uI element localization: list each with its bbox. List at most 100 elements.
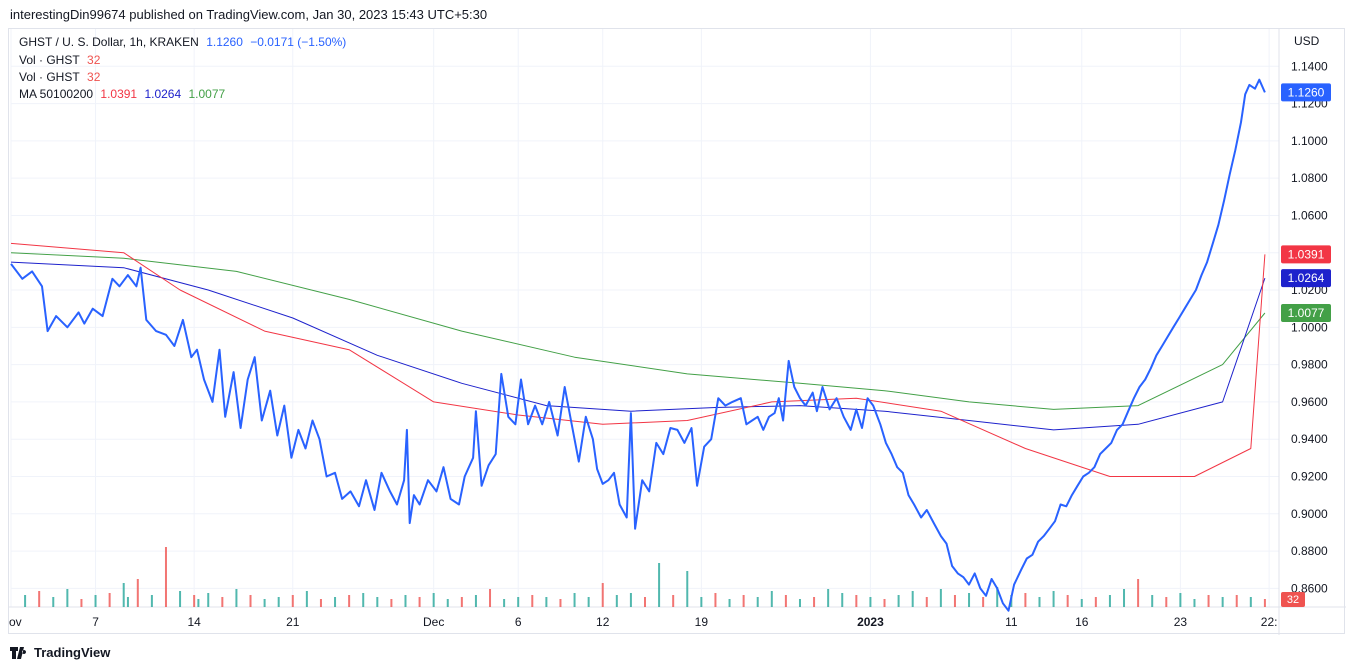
volume-badge-bg [1281, 592, 1305, 607]
legend-ma200-value: 1.0077 [188, 87, 226, 101]
volume-bar [784, 595, 787, 607]
volume-bar [982, 597, 985, 607]
ma100-badge: 1.0264 [1288, 271, 1325, 285]
volume-bar [1080, 599, 1083, 607]
volume-badge: 32 [1287, 594, 1299, 606]
volume-bar [1038, 597, 1041, 607]
chart-pane[interactable]: 0.8600 0.8800 0.9000 0.9200 0.9400 0.9600 0.98… [8, 28, 1346, 635]
volume-bar [193, 595, 196, 607]
volume-bar [446, 599, 449, 607]
volume-bar [334, 597, 337, 607]
volume-bar [376, 597, 379, 607]
volume-bar [221, 597, 224, 607]
volume-bar [897, 595, 900, 607]
volume-bar [714, 593, 717, 607]
x-tick-label: 2023 [857, 615, 884, 629]
x-tick-label: 23 [1174, 615, 1188, 629]
volume-bar [827, 589, 830, 607]
volume-bar [432, 593, 435, 607]
volume-bar [1094, 597, 1097, 607]
volume-bar [996, 587, 999, 607]
volume-bar [911, 591, 914, 607]
volume-bar [1179, 593, 1182, 607]
volume-bar [52, 597, 55, 607]
volume-bar [136, 579, 139, 607]
y-tick-label: 0.9000 [1291, 507, 1328, 521]
x-tick-label: 19 [695, 615, 709, 629]
ma200-line [10, 252, 1266, 410]
volume-bar [1249, 597, 1252, 607]
volume-bar [1165, 597, 1168, 607]
published-header: interestingDin99674 published on Trading… [10, 7, 488, 22]
x-tick-label: 6 [515, 615, 522, 629]
y-tick-label: 0.9600 [1291, 395, 1328, 409]
volume-bar [291, 595, 294, 607]
volume-bar [319, 599, 322, 607]
legend-symbol-row[interactable]: GHST / U. S. Dollar, 1h, KRAKEN 1.1260 −… [19, 35, 350, 49]
x-tick-label: 14 [187, 615, 201, 629]
volume-bar [249, 595, 252, 607]
volume-bar [1137, 579, 1140, 607]
volume-bar [968, 593, 971, 607]
volume-bar [742, 595, 745, 607]
volume-bar [841, 593, 844, 607]
volume-bar [559, 599, 562, 607]
volume-bar [1066, 595, 1069, 607]
volume-bar [1235, 595, 1238, 607]
volume-bar [644, 597, 646, 607]
volume-bar [1151, 595, 1154, 607]
y-tick-label: 0.8600 [1291, 581, 1328, 595]
volume-bar [517, 597, 520, 607]
volume-bar [474, 595, 477, 607]
volume-bar [207, 593, 210, 607]
legend-last-price: 1.1260 [206, 35, 243, 49]
ma100-line [10, 261, 1266, 431]
volume-bar [197, 599, 200, 607]
y-tick-label: 0.8800 [1291, 544, 1328, 558]
volume-bar [1221, 597, 1224, 607]
volume-bar [24, 595, 27, 607]
last-price-badge-bg [1281, 83, 1331, 102]
volume-bar [672, 595, 675, 607]
volume-bar [1263, 599, 1266, 607]
tradingview-brand: TradingView [34, 645, 111, 660]
volume-bar [531, 595, 534, 607]
y-tick-label: 1.0800 [1291, 171, 1328, 185]
legend-vol2-label: Vol · GHST [19, 70, 80, 84]
volume-bar [883, 599, 886, 607]
x-tick-label: 7 [92, 615, 99, 629]
ma200-badge-bg [1281, 303, 1331, 322]
price-chart[interactable]: 0.8600 0.8800 0.9000 0.9200 0.9400 0.9600 0.98… [9, 29, 1346, 635]
volume-bar [573, 593, 576, 607]
volume-bar [545, 597, 548, 607]
volume-bar [126, 597, 129, 607]
volume-bar [80, 599, 83, 607]
volume-bar [1108, 595, 1111, 607]
tradingview-logo-icon [10, 646, 27, 659]
volume-bar [658, 563, 661, 607]
volume-bar [869, 597, 872, 607]
volume-bar [615, 595, 618, 607]
legend-vol1-row[interactable]: Vol · GHST 32 [19, 53, 104, 67]
volume-bar [953, 595, 956, 607]
ma100-badge-bg [1281, 269, 1331, 288]
legend-ma100-value: 1.0264 [144, 87, 182, 101]
volume-bar [587, 597, 590, 607]
y-tick-label: 1.0600 [1291, 208, 1328, 222]
x-tick-label: 21 [286, 615, 300, 629]
legend-vol1-label: Vol · GHST [19, 53, 80, 67]
legend-vol2-row[interactable]: Vol · GHST 32 [19, 70, 104, 84]
legend-ma50-value: 1.0391 [100, 87, 138, 101]
volume-bar [94, 595, 97, 607]
volume-bar [263, 599, 266, 607]
volume-bar [601, 583, 604, 607]
y-tick-label: 0.9800 [1291, 358, 1328, 372]
volume-bar [1207, 595, 1210, 607]
ma50-badge: 1.0391 [1288, 247, 1325, 261]
y-axis-unit-label: USD [1294, 34, 1320, 48]
legend-ma-row[interactable]: MA 50100200 1.0391 1.0264 1.0077 [19, 87, 229, 101]
volume-bar [813, 597, 816, 607]
tradingview-footer[interactable]: TradingView [10, 645, 110, 660]
legend-change: −0.0171 (−1.50%) [250, 35, 347, 49]
y-tick-label: 1.0000 [1291, 320, 1328, 334]
